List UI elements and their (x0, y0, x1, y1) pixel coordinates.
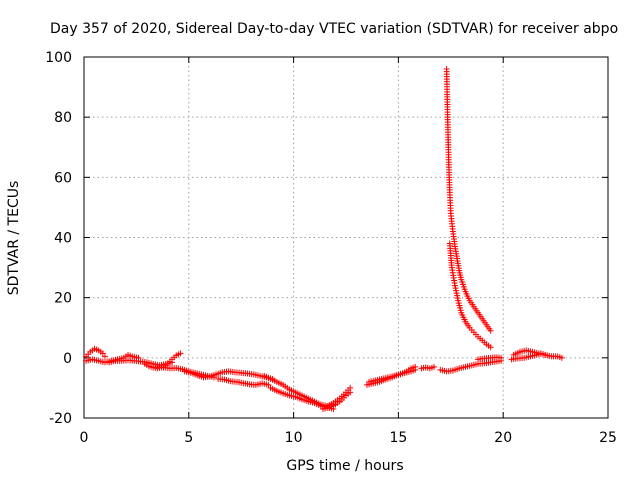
data-points (83, 66, 565, 412)
series-trace-m (366, 363, 419, 385)
y-tick-label: -20 (49, 411, 72, 427)
x-tick-label: 5 (184, 430, 193, 446)
grid-lines (84, 57, 608, 418)
data-point (487, 327, 494, 334)
y-axis-label: SDTVAR / TECUs (6, 181, 22, 296)
series-trace-h (261, 372, 331, 409)
data-point (431, 363, 438, 370)
data-point (452, 285, 459, 292)
data-point (454, 292, 461, 299)
series-trace-a (83, 345, 108, 360)
data-point (454, 295, 461, 302)
data-point (265, 381, 272, 388)
series-trace-n (418, 363, 438, 372)
y-tick-label: 80 (54, 110, 72, 126)
data-point (558, 354, 565, 361)
chart-title: Day 357 of 2020, Sidereal Day-to-day VTE… (50, 21, 618, 37)
series-trace-p (446, 240, 494, 351)
y-tick-label: 20 (54, 291, 72, 307)
axis-ticks (83, 56, 609, 419)
data-point (177, 350, 184, 357)
series-trace-b (83, 351, 142, 366)
x-tick-labels: 0 5 10 15 20 25 (80, 430, 617, 446)
y-tick-label: 60 (54, 170, 72, 186)
data-point (99, 350, 106, 357)
x-tick-label: 25 (599, 430, 617, 446)
x-tick-label: 15 (389, 430, 407, 446)
series-trace-o (443, 66, 494, 334)
y-tick-label: 40 (54, 231, 72, 247)
data-point (412, 363, 419, 370)
data-point (347, 384, 354, 391)
y-tick-label: 0 (63, 351, 72, 367)
series-trace-k (324, 384, 354, 409)
series-trace-r (475, 354, 505, 363)
series-trace-t (510, 347, 565, 361)
series-trace-g (215, 375, 272, 388)
x-axis-label: GPS time / hours (286, 458, 403, 474)
data-point (487, 344, 494, 351)
data-point (101, 353, 108, 360)
data-point (498, 354, 505, 361)
data-point (453, 290, 460, 297)
x-tick-label: 0 (80, 430, 89, 446)
y-tick-label: 100 (45, 50, 72, 66)
x-tick-label: 10 (285, 430, 303, 446)
x-tick-label: 20 (494, 430, 512, 446)
series-trace-q (437, 357, 505, 375)
data-point (453, 287, 460, 294)
data-point (451, 282, 458, 289)
y-tick-labels: -20 0 20 40 60 80 100 (45, 50, 72, 427)
